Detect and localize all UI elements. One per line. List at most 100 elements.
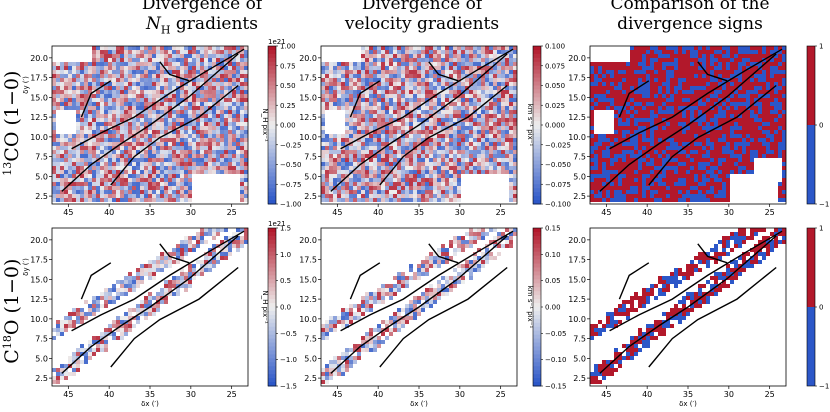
filament-5 (349, 80, 381, 118)
colorbar-tick-label: −1.0 (280, 356, 297, 364)
y-tick-label: 10.0 (568, 133, 586, 142)
filament-4 (428, 243, 459, 264)
column-title-3-line2: divergence signs (617, 14, 763, 34)
x-tick-label: 40 (104, 390, 114, 399)
y-tick-label: 5.0 (573, 172, 586, 181)
filament-3 (648, 266, 777, 368)
y-tick-label: 2.5 (35, 192, 48, 201)
x-tick-label: 45 (63, 208, 73, 217)
y-tick-label: 2.5 (573, 374, 586, 383)
column-title-3: Comparison of the divergence signs (590, 0, 790, 34)
colorbar-tick-label: 0.0 (280, 304, 291, 312)
x-tick-label: 40 (104, 208, 114, 217)
colorbar-tick-label: 0.50 (280, 82, 296, 90)
colorbar-tick-label: 0.050 (545, 82, 565, 90)
y-tick-label: 12.5 (568, 295, 586, 304)
y-tick-label: 15.0 (568, 93, 586, 102)
y-tick-label: 17.5 (30, 256, 48, 265)
colorbar-r2-c3: 1 0 −1 (806, 225, 829, 391)
filament-2 (340, 230, 514, 332)
x-tick-label: 30 (455, 208, 465, 217)
filament-5 (80, 262, 112, 300)
filament-5 (618, 80, 650, 118)
colorbar-tick-label: −1.00 (280, 201, 301, 209)
colorbar-tick-label: −1 (819, 201, 829, 209)
divergence-map (321, 46, 517, 202)
colorbar-tick-label: 0 (819, 122, 823, 130)
colorbar-r2-c1: 1.5 1.0 0.5 0.0 −0.5 −1.0 −1.5 1e21 N_H pix⁻¹ (261, 220, 297, 391)
y-tick-label: 17.5 (568, 74, 586, 83)
colorbar-tick-label: −0.075 (545, 181, 571, 189)
x-tick-label: 30 (186, 208, 196, 217)
y-tick-label: 20.0 (299, 236, 317, 245)
y-tick-label: 12.5 (30, 113, 48, 122)
colorbar-tick-label: 0.075 (545, 62, 565, 70)
colorbar-tick-label: −0.75 (280, 181, 301, 189)
filament-1 (61, 53, 239, 192)
y-tick-label: 20.0 (30, 54, 48, 63)
y-tick-label: 7.5 (573, 153, 586, 162)
filament-1 (330, 235, 508, 374)
x-tick-label: 25 (227, 390, 237, 399)
filament-skeleton (330, 48, 514, 192)
colorbar-r1-c3: 1 0 −1 (806, 43, 829, 209)
filament-2 (340, 48, 514, 150)
x-tick-label: 45 (63, 390, 73, 399)
x-tick-label: 30 (724, 390, 734, 399)
filament-3 (110, 84, 239, 186)
x-tick-label: 30 (724, 208, 734, 217)
colorbar-label: km s⁻¹ pix⁻¹ (526, 104, 534, 147)
panel-r1-c3: 45 40 35 30 25 2.5 5.0 7.5 10.0 12.5 15.0 17.5 20.0 1… (568, 43, 829, 218)
colorbar-tick-label: 0.000 (545, 122, 565, 130)
x-tick-label: 30 (455, 390, 465, 399)
x-tick-label: 25 (227, 208, 237, 217)
x-tick-label: 45 (332, 208, 342, 217)
x-tick-label: 45 (332, 390, 342, 399)
y-tick-label: 2.5 (35, 374, 48, 383)
filament-skeleton (599, 48, 783, 192)
divergence-map (321, 228, 517, 384)
colorbar-exponent: 1e21 (268, 220, 286, 228)
colorbar-tick-label: −0.5 (280, 330, 297, 338)
y-tick-label: 15.0 (568, 275, 586, 284)
panel-r1-c1: 45 40 35 30 25 2.5 5.0 7.5 10.0 12.5 15.0 17.5 20.0 δ… (22, 38, 301, 217)
colorbar-tick-label: −0.10 (545, 356, 566, 364)
x-tick-label: 35 (414, 390, 424, 399)
colorbar-r1-c2: 0.100 0.075 0.050 0.025 0.000 −0.025 −0.050 −0.… (526, 43, 571, 209)
x-tick-label: 30 (186, 390, 196, 399)
colorbar-tick-label: −0.05 (545, 330, 566, 338)
y-tick-label: 5.0 (35, 172, 48, 181)
y-tick-label: 12.5 (568, 113, 586, 122)
y-tick-label: 2.5 (304, 374, 317, 383)
filament-skeleton (599, 230, 783, 374)
y-tick-label: 5.0 (35, 354, 48, 363)
x-axis-label: δx (′) (410, 400, 428, 408)
filament-5 (80, 80, 112, 118)
y-tick-label: 17.5 (30, 74, 48, 83)
y-tick-label: 10.0 (299, 315, 317, 324)
colorbar-label: N_H pix⁻¹ (261, 290, 269, 323)
filament-4 (159, 61, 190, 82)
x-tick-label: 25 (496, 208, 506, 217)
colorbar-exponent: 1e21 (268, 38, 286, 46)
panel-r2-c2: 45 40 35 30 25 2.5 5.0 7.5 10.0 12.5 15.0 17.5 20.0 δ… (299, 225, 566, 409)
y-tick-label: 20.0 (568, 236, 586, 245)
filament-4 (159, 243, 190, 264)
y-axis-label: δy (′) (22, 76, 30, 94)
colorbar-negative (807, 125, 815, 204)
x-tick-label: 35 (683, 208, 693, 217)
y-tick-label: 7.5 (35, 335, 48, 344)
x-tick-label: 35 (683, 390, 693, 399)
divergence-map (52, 46, 248, 202)
y-tick-label: 10.0 (299, 133, 317, 142)
x-tick-label: 45 (601, 390, 611, 399)
y-tick-label: 17.5 (568, 256, 586, 265)
y-tick-label: 7.5 (573, 335, 586, 344)
colorbar-tick-label: 1 (819, 43, 823, 51)
y-tick-label: 10.0 (568, 315, 586, 324)
colorbar-tick-label: 0.05 (545, 277, 561, 285)
colorbar-r2-c2: 0.15 0.10 0.05 0.00 −0.05 −0.10 −0.15 km s⁻¹ pi… (526, 225, 566, 391)
filament-2 (71, 48, 245, 150)
column-title-1-line2: NH gradients (102, 14, 302, 40)
colorbar-negative (807, 307, 815, 386)
